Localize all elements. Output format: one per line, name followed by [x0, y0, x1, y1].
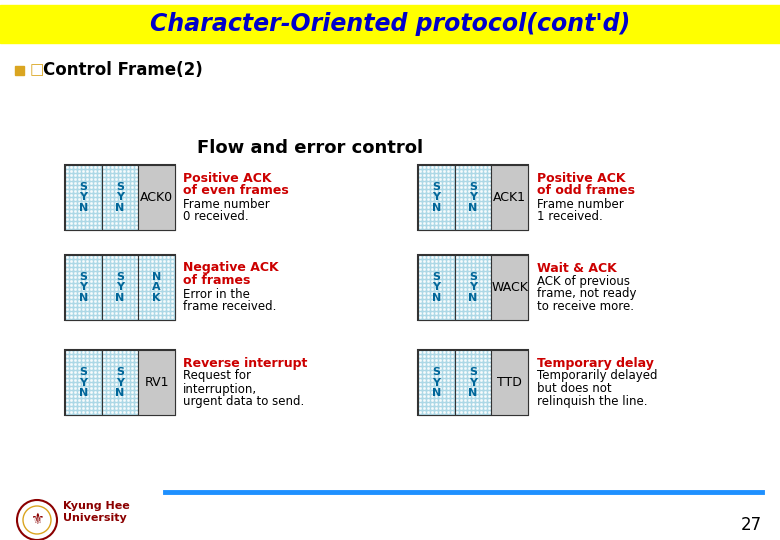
Text: ACK0: ACK0 [140, 191, 173, 204]
Text: S
Y
N: S Y N [115, 272, 125, 303]
Text: Frame number: Frame number [183, 198, 270, 211]
Bar [418, 350, 455, 415]
Text: TTD: TTD [497, 376, 522, 389]
Bar [101, 255, 138, 320]
Text: interruption,: interruption, [183, 382, 257, 395]
Text: S
Y
N: S Y N [79, 181, 88, 213]
Text: to receive more.: to receive more. [537, 300, 634, 314]
Text: Negative ACK: Negative ACK [183, 261, 278, 274]
Bar [491, 165, 528, 230]
Bar [138, 165, 175, 230]
Bar [65, 350, 175, 415]
Bar [418, 165, 455, 230]
Text: 1 received.: 1 received. [537, 211, 603, 224]
Text: Temporarily delayed: Temporarily delayed [537, 369, 658, 382]
Text: Error in the: Error in the [183, 287, 250, 300]
Bar [491, 350, 528, 415]
Text: S
Y
N: S Y N [468, 367, 477, 399]
Bar [65, 165, 175, 230]
Bar [418, 165, 528, 230]
Bar [65, 255, 175, 320]
Text: WACK: WACK [491, 281, 528, 294]
Bar [455, 350, 491, 415]
Text: Wait & ACK: Wait & ACK [537, 261, 617, 274]
Text: ACK1: ACK1 [493, 191, 526, 204]
Bar [138, 350, 175, 415]
Text: S
Y
N: S Y N [468, 181, 477, 213]
Text: relinquish the line.: relinquish the line. [537, 395, 647, 408]
Bar [101, 165, 138, 230]
Text: Kyung Hee
University: Kyung Hee University [63, 501, 129, 523]
Text: Positive ACK: Positive ACK [537, 172, 626, 185]
Bar [138, 255, 175, 320]
Text: Temporary delay: Temporary delay [537, 356, 654, 369]
Text: ⚜: ⚜ [30, 512, 44, 528]
Text: Frame number: Frame number [537, 198, 624, 211]
Bar [491, 255, 528, 320]
Text: 27: 27 [741, 516, 762, 534]
Text: of odd frames: of odd frames [537, 185, 635, 198]
Text: S
Y
N: S Y N [431, 181, 441, 213]
Text: N
A
K: N A K [152, 272, 161, 303]
Text: Flow and error control: Flow and error control [197, 139, 423, 157]
Text: 0 received.: 0 received. [183, 211, 249, 224]
Bar [15, 65, 24, 75]
Text: S
Y
N: S Y N [115, 181, 125, 213]
Text: RV1: RV1 [144, 376, 169, 389]
Bar [101, 350, 138, 415]
Text: frame, not ready: frame, not ready [537, 287, 636, 300]
Text: of frames: of frames [183, 274, 250, 287]
Text: □: □ [30, 63, 44, 78]
Text: S
Y
N: S Y N [431, 272, 441, 303]
Text: S
Y
N: S Y N [115, 367, 125, 399]
Bar [418, 255, 528, 320]
Text: S
Y
N: S Y N [79, 272, 88, 303]
Text: ACK of previous: ACK of previous [537, 274, 630, 287]
Text: Request for: Request for [183, 369, 251, 382]
Bar [65, 165, 101, 230]
Text: Reverse interrupt: Reverse interrupt [183, 356, 307, 369]
Text: Character-Oriented protocol(cont'd): Character-Oriented protocol(cont'd) [150, 12, 630, 36]
Bar [455, 165, 491, 230]
Bar [418, 350, 528, 415]
Text: urgent data to send.: urgent data to send. [183, 395, 304, 408]
Text: S
Y
N: S Y N [431, 367, 441, 399]
Text: frame received.: frame received. [183, 300, 276, 314]
Text: but does not: but does not [537, 382, 612, 395]
Text: S
Y
N: S Y N [79, 367, 88, 399]
Bar [455, 255, 491, 320]
Bar [0, 5, 780, 43]
Text: Control Frame(2): Control Frame(2) [43, 61, 203, 79]
Bar [65, 350, 101, 415]
Text: S
Y
N: S Y N [468, 272, 477, 303]
Bar [418, 255, 455, 320]
Bar [65, 255, 101, 320]
Text: Positive ACK: Positive ACK [183, 172, 271, 185]
Text: of even frames: of even frames [183, 185, 289, 198]
